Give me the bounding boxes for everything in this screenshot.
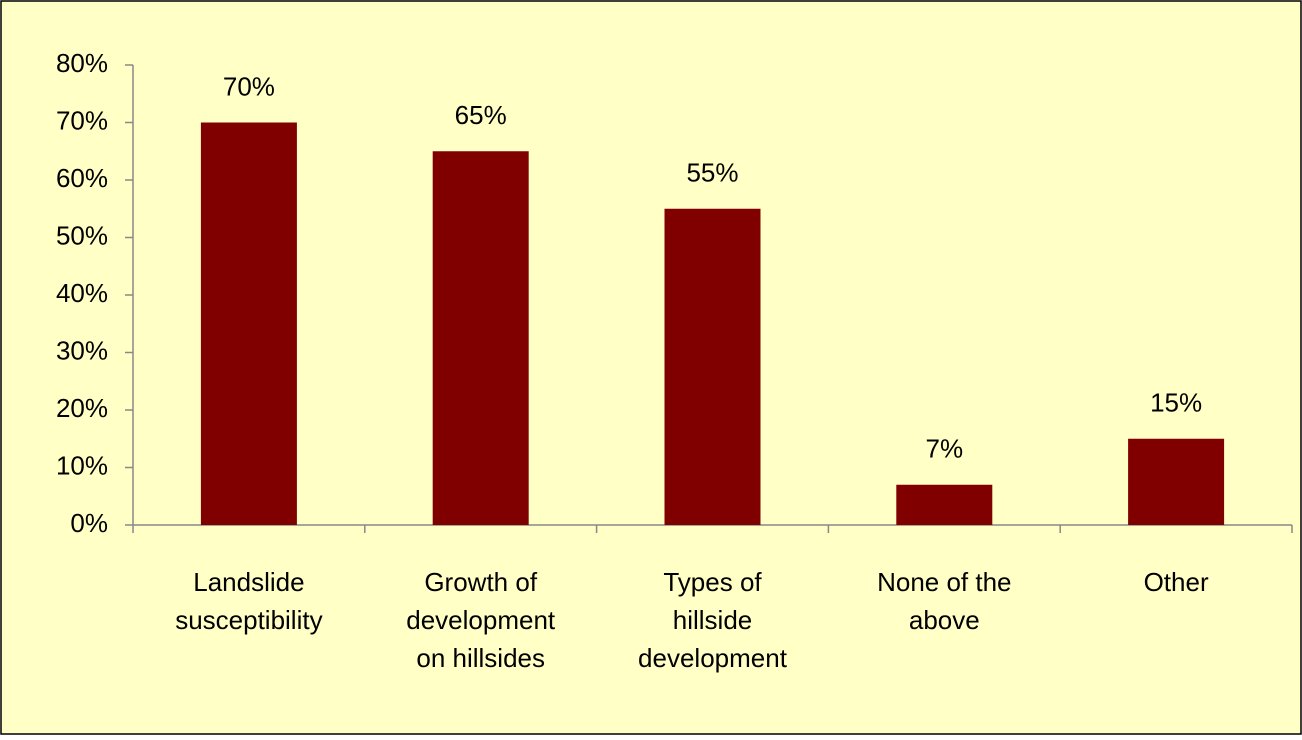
value-label: 55% bbox=[686, 158, 738, 188]
x-tick-label: Other bbox=[1144, 567, 1209, 597]
y-tick-label: 30% bbox=[56, 335, 108, 365]
y-tick-label: 10% bbox=[56, 450, 108, 480]
y-tick-label: 40% bbox=[56, 278, 108, 308]
value-label: 65% bbox=[455, 100, 507, 130]
bar bbox=[664, 208, 761, 525]
value-label: 7% bbox=[926, 434, 964, 464]
y-tick-label: 50% bbox=[56, 220, 108, 250]
y-tick-label: 60% bbox=[56, 163, 108, 193]
value-label: 70% bbox=[223, 71, 275, 101]
bar bbox=[896, 484, 993, 525]
y-tick-label: 70% bbox=[56, 105, 108, 135]
x-tick-label: Types of hillside development bbox=[638, 567, 788, 673]
x-tick-label: None of the above bbox=[877, 567, 1011, 635]
y-tick-label: 80% bbox=[56, 48, 108, 78]
x-tick-label: Landslide susceptibility bbox=[175, 567, 322, 635]
y-tick-label: 0% bbox=[70, 508, 108, 538]
y-tick-label: 20% bbox=[56, 393, 108, 423]
bar bbox=[200, 122, 297, 525]
bar bbox=[1128, 438, 1225, 525]
value-label: 15% bbox=[1150, 388, 1202, 418]
x-tick-label: Growth of development on hillsides bbox=[406, 567, 556, 673]
bar bbox=[432, 151, 529, 525]
